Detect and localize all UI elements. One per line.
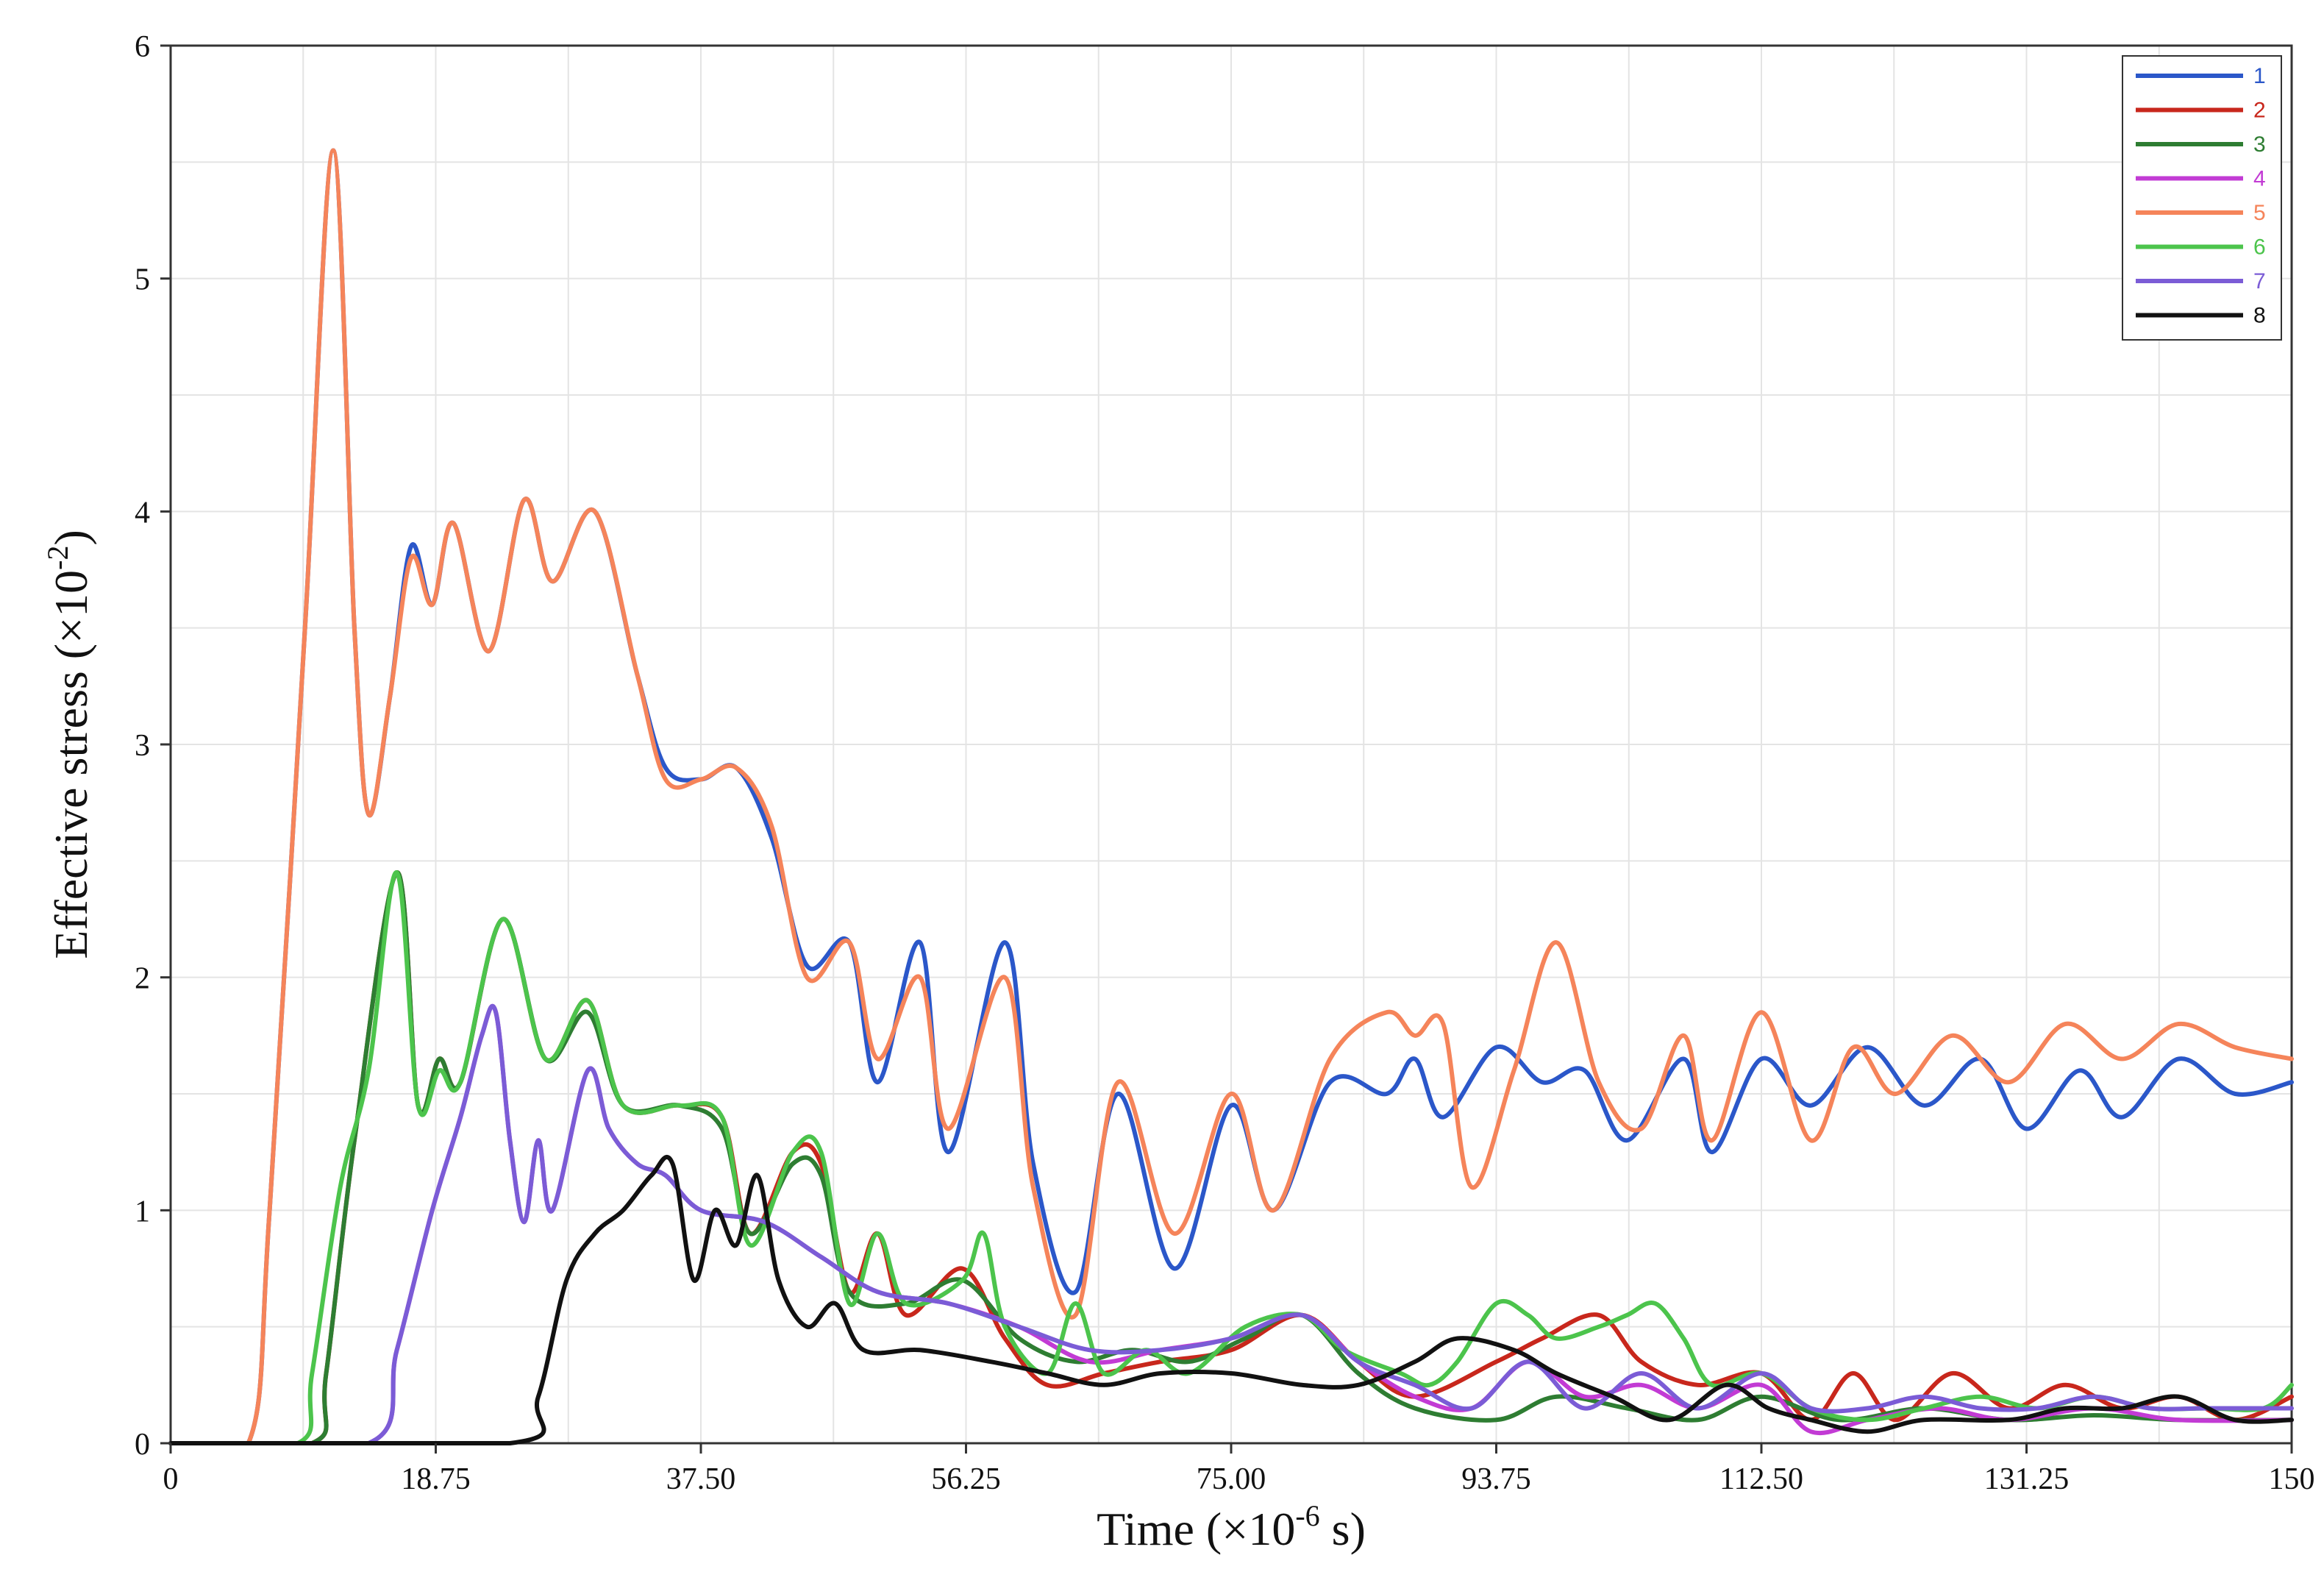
x-tick-label: 0 (163, 1462, 179, 1496)
series-line-8 (168, 1155, 2294, 1446)
x-axis-title-main: Time (×10 (1097, 1503, 1295, 1555)
x-axis-title-end: s) (1320, 1503, 1366, 1555)
x-tick-label: 93.75 (1461, 1462, 1531, 1496)
y-tick-label: 1 (135, 1195, 150, 1228)
series-line-5 (168, 148, 2294, 1446)
y-tick-label: 4 (135, 496, 150, 530)
legend-label-2: 2 (2253, 99, 2266, 123)
legend-label-8: 8 (2253, 304, 2266, 328)
y-axis-title-main: Effective stress (×10 (45, 570, 97, 959)
y-tick-label: 0 (135, 1428, 150, 1462)
x-axis-title: Time (×10-6 s) (1097, 1499, 1366, 1555)
y-axis-title-end: ) (45, 530, 97, 545)
y-tick-label: 6 (135, 30, 150, 64)
y-axis-title: Effective stress (×10-2) (41, 530, 97, 959)
x-axis-title-exponent: -6 (1295, 1499, 1319, 1532)
x-tick-label: 75.00 (1197, 1462, 1266, 1496)
legend-label-3: 3 (2253, 132, 2266, 157)
legend: 1 2 3 4 5 6 7 8 (2122, 55, 2282, 341)
x-tick-label: 37.50 (666, 1462, 736, 1496)
y-axis-ticks: 0 1 2 3 4 5 6 (135, 30, 171, 1462)
grid (171, 46, 2292, 1443)
legend-label-1: 1 (2253, 64, 2266, 88)
x-axis-ticks: 0 18.75 37.50 56.25 75.00 93.75 112.50 131.25 15… (163, 1443, 2315, 1496)
legend-label-6: 6 (2253, 235, 2266, 260)
x-tick-label: 112.50 (1719, 1462, 1803, 1496)
y-tick-label: 5 (135, 263, 150, 297)
series-line-7 (168, 1004, 2294, 1446)
x-tick-label: 18.75 (401, 1462, 471, 1496)
legend-box (2122, 55, 2282, 341)
y-tick-label: 3 (135, 729, 150, 763)
y-tick-label: 2 (135, 962, 150, 996)
x-tick-label: 131.25 (1984, 1462, 2070, 1496)
legend-label-4: 4 (2253, 167, 2266, 191)
x-tick-label: 150 (2269, 1462, 2315, 1496)
legend-label-7: 7 (2253, 269, 2266, 294)
legend-label-5: 5 (2253, 201, 2266, 225)
series-layer (168, 148, 2294, 1446)
x-tick-label: 56.25 (931, 1462, 1001, 1496)
y-axis-title-exponent: -2 (41, 546, 74, 570)
